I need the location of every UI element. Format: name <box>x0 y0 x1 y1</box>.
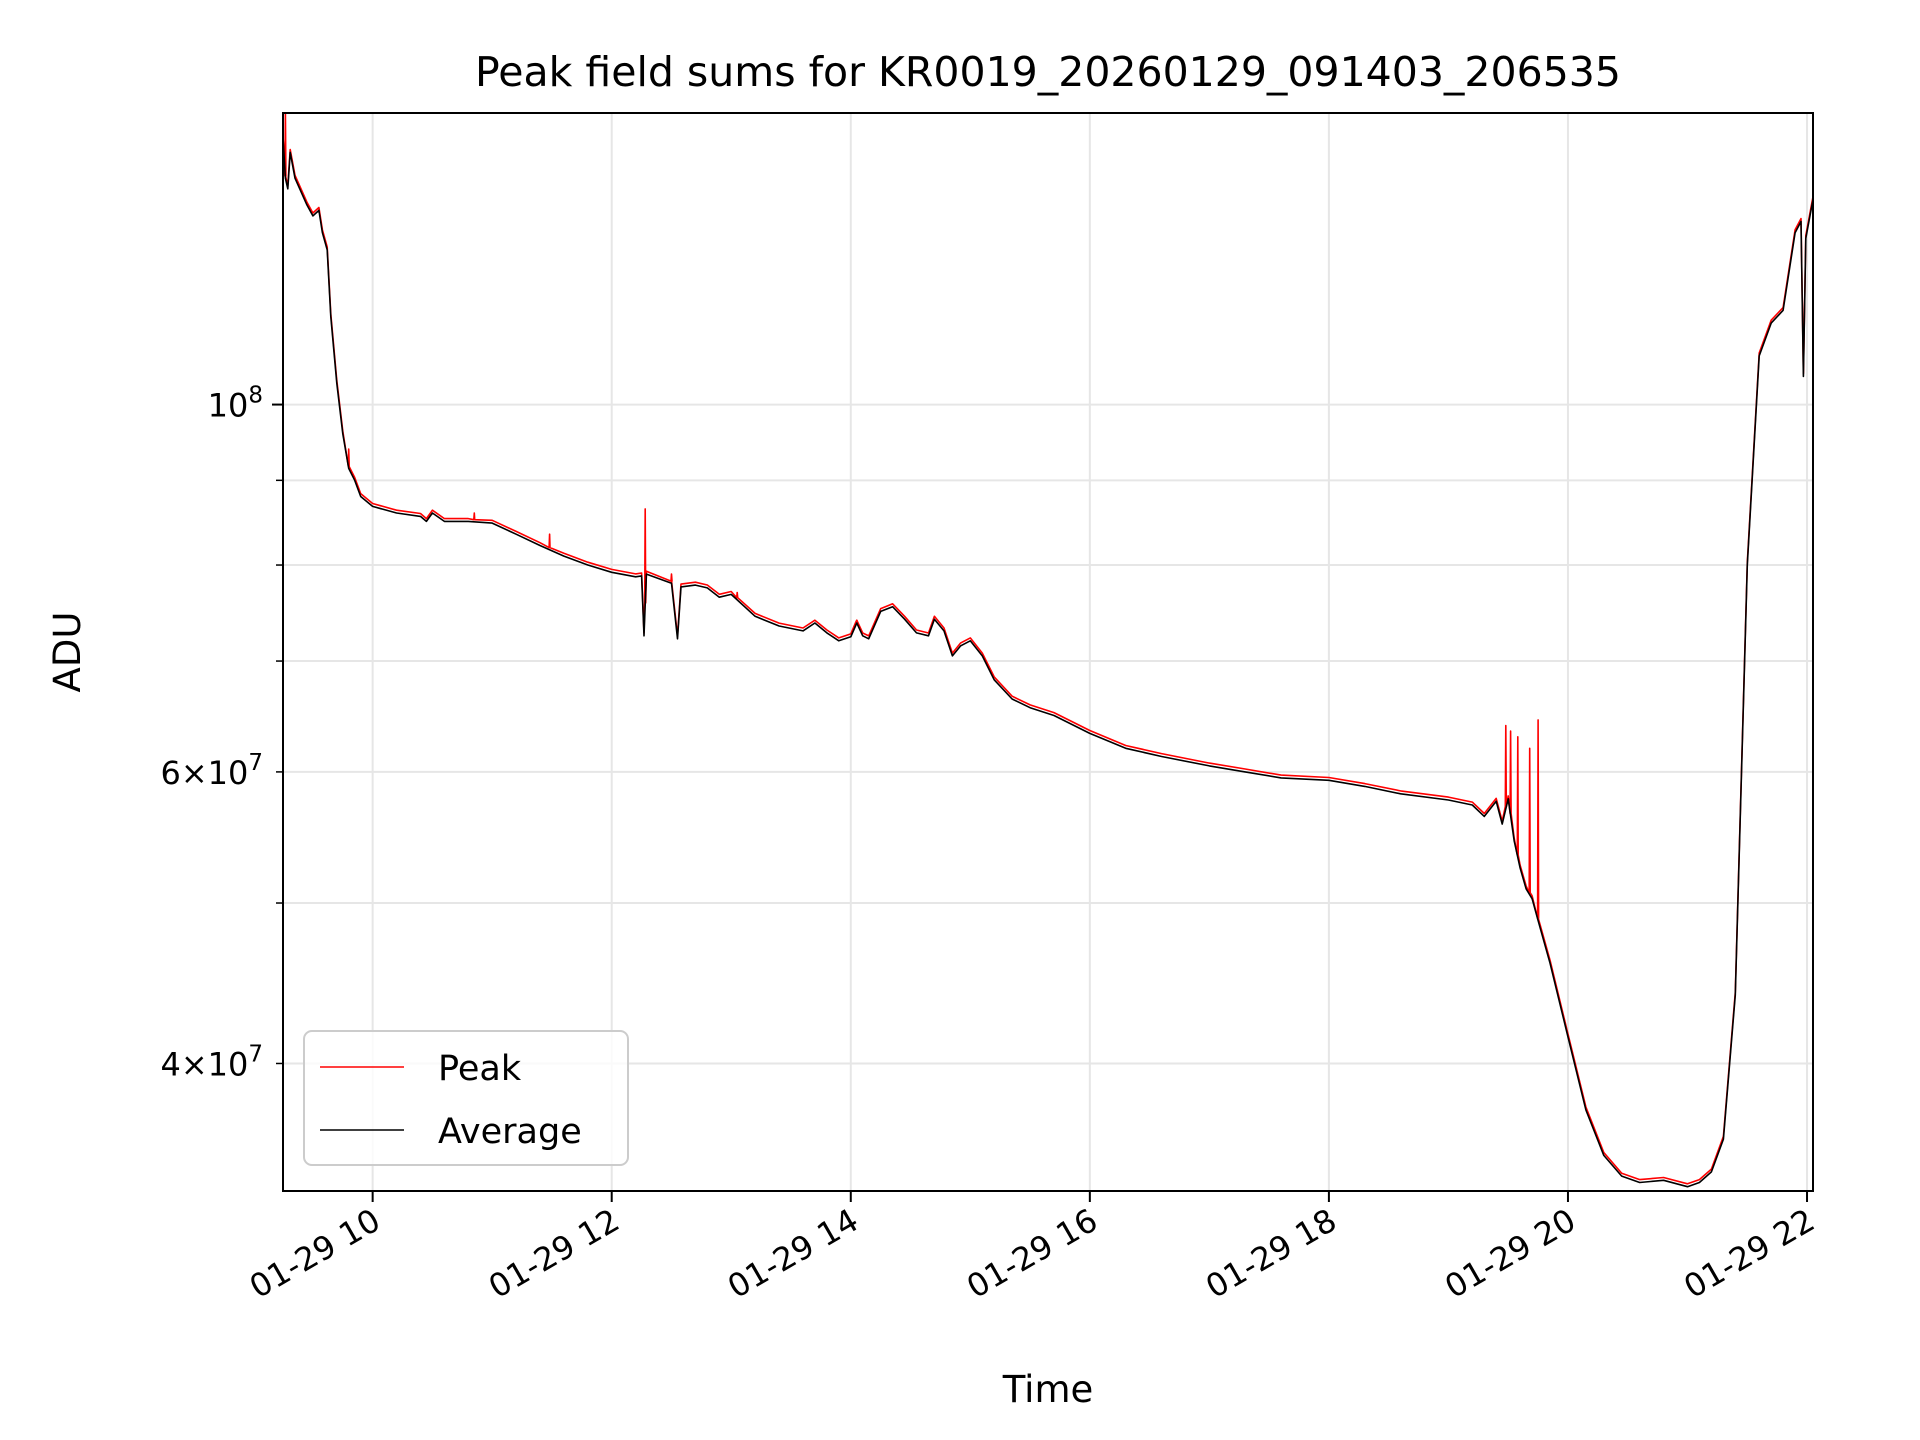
series-line-average <box>282 137 1814 1188</box>
chart-title: Peak field sums for KR0019_20260129_0914… <box>475 48 1621 96</box>
series-layer <box>282 112 1814 1188</box>
legend-box <box>303 1030 629 1166</box>
legend: Peak Average <box>303 1030 629 1166</box>
y-axis-label: ADU <box>46 612 89 693</box>
legend-label-peak: Peak <box>438 1049 522 1089</box>
legend-label-average: Average <box>438 1112 582 1152</box>
x-axis-label: Time <box>1002 1368 1094 1411</box>
y-tick-label: 108 <box>208 383 263 425</box>
plot-area <box>283 113 1813 1191</box>
y-tick-label: 6×107 <box>160 750 263 792</box>
plot-frame <box>282 112 1814 1192</box>
y-tick-label: 4×107 <box>160 1041 263 1083</box>
